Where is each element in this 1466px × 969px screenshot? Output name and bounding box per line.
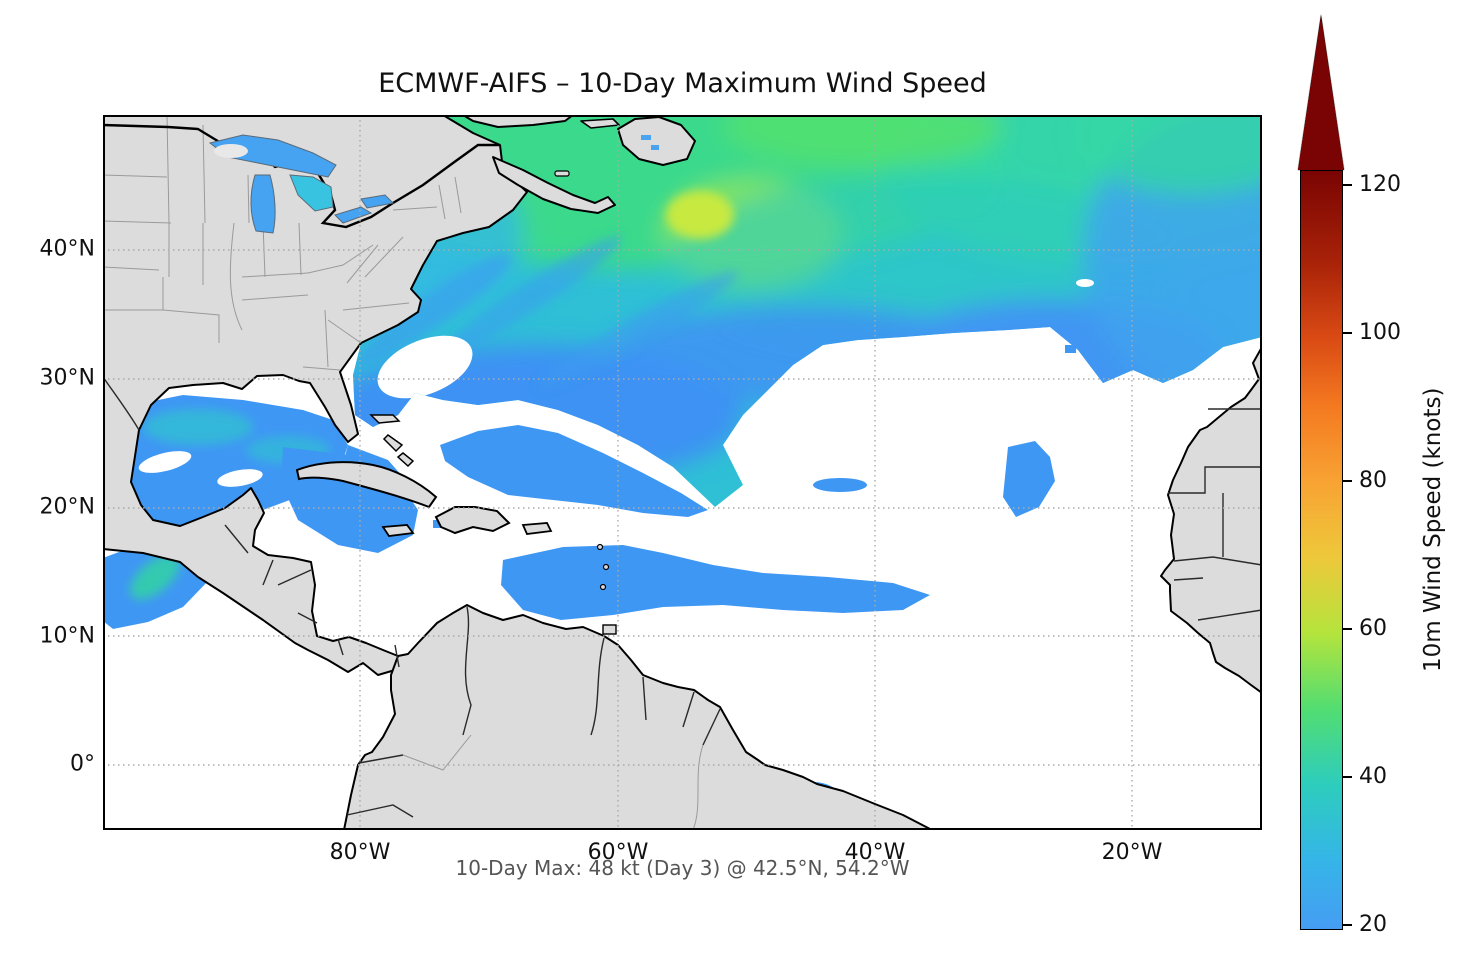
- island-lesser-antilles-1: [596, 543, 604, 551]
- wind-hole-gulf-stream: [377, 335, 473, 399]
- land-newfoundland: [617, 116, 696, 166]
- x-tick-20w: 20°W: [1101, 840, 1163, 865]
- island-hispaniola: [434, 506, 511, 535]
- wind-speck-africa: [1065, 345, 1076, 353]
- colorbar-extend-arrow: [1298, 16, 1344, 170]
- colorbar: [1300, 170, 1343, 930]
- lake-ontario: [360, 194, 395, 209]
- y-tick-10n: 10°N: [39, 623, 95, 649]
- colorbar-tick-label-80: 80: [1359, 468, 1387, 493]
- island-jamaica: [381, 524, 415, 537]
- lake-huron: [289, 174, 334, 212]
- island-bahamas-3: [396, 452, 415, 468]
- wind-region-s-caribbean: [501, 545, 930, 620]
- land-north-america: [103, 115, 528, 676]
- wind-sliver-midatlantic: [813, 478, 867, 492]
- island-cuba: [295, 461, 438, 509]
- wind-region-bahamas-band: [440, 425, 708, 517]
- great-lakes: [208, 134, 395, 234]
- island-lesser-antilles-2: [602, 563, 610, 571]
- y-tick-30n: 30°N: [39, 365, 95, 391]
- colorbar-tick-label-60: 60: [1359, 616, 1387, 641]
- colorbar-tick-80: [1343, 480, 1352, 482]
- island-lesser-antilles-3: [599, 583, 607, 591]
- y-tick-40n: 40°N: [39, 236, 95, 262]
- wind-streak-2: [444, 236, 622, 354]
- colorbar-tick-40: [1343, 776, 1352, 778]
- colorbar-tick-label-120: 120: [1359, 172, 1401, 197]
- land: [103, 115, 1262, 830]
- wind-region-cape-verde: [1003, 441, 1055, 517]
- map-frame: [103, 115, 1262, 830]
- land-nova-scotia: [492, 156, 616, 214]
- y-tick-0: 0°: [70, 751, 95, 777]
- wind-hole-small: [1076, 279, 1094, 287]
- wind-speck-newfoundland-1: [641, 135, 651, 140]
- colorbar-axis-label: 10m Wind Speed (knots): [1420, 387, 1446, 673]
- colorbar-tick-20: [1343, 924, 1352, 926]
- map-canvas: [103, 115, 1262, 830]
- island-puerto-rico: [521, 522, 553, 535]
- land-pei: [554, 170, 570, 177]
- colorbar-tick-120: [1343, 184, 1352, 186]
- island-bahamas-1: [369, 414, 401, 424]
- gridlines: [103, 115, 1262, 830]
- colorbar-tick-60: [1343, 628, 1352, 630]
- land-quebec-north-shore: [462, 115, 574, 128]
- border-us-mexico: [103, 376, 140, 431]
- lake-michigan: [250, 174, 276, 234]
- land-africa: [1160, 346, 1262, 694]
- wind-wash-bright-green-top: [723, 115, 1003, 167]
- max-annotation: 10-Day Max: 48 kt (Day 3) @ 42.5°N, 54.2…: [455, 856, 910, 880]
- colorbar-tick-100: [1343, 332, 1352, 334]
- wind-wash-gulf-teal-1: [143, 409, 253, 445]
- page-title: ECMWF-AIFS – 10-Day Maximum Wind Speed: [378, 68, 987, 99]
- border-colombia-venezuela: [462, 606, 472, 736]
- land-anticosti-island: [580, 118, 620, 129]
- colorbar-tick-label-100: 100: [1359, 320, 1401, 345]
- islands: [295, 414, 617, 635]
- wind-wash-tehuantepec-core: [130, 554, 180, 600]
- x-tick-60w: 60°W: [587, 840, 649, 865]
- y-tick-20n: 20°N: [39, 494, 95, 520]
- x-tick-80w: 80°W: [329, 840, 391, 865]
- colorbar-tick-label-40: 40: [1359, 764, 1387, 789]
- lake-erie: [334, 206, 373, 224]
- wind-wash-green-corner: [1073, 115, 1262, 195]
- island-trinidad: [602, 624, 617, 635]
- lake-superior-dry-spot: [214, 144, 248, 158]
- wind-streak-1: [354, 253, 512, 367]
- wind-max-spot: [666, 191, 734, 239]
- state-borders: [103, 115, 704, 830]
- country-borders: [103, 376, 1262, 818]
- colorbar-tick-label-20: 20: [1359, 912, 1387, 937]
- island-bahamas-2: [382, 434, 404, 453]
- land-south-america: [343, 604, 933, 830]
- wind-hole-gulf-2: [217, 469, 263, 487]
- wind-speck-newfoundland-2: [651, 145, 659, 150]
- wind-map-svg: [103, 115, 1262, 830]
- wind-hole-gulf-1: [138, 451, 192, 473]
- wind-streak-3: [538, 271, 738, 389]
- x-tick-40w: 40°W: [844, 840, 906, 865]
